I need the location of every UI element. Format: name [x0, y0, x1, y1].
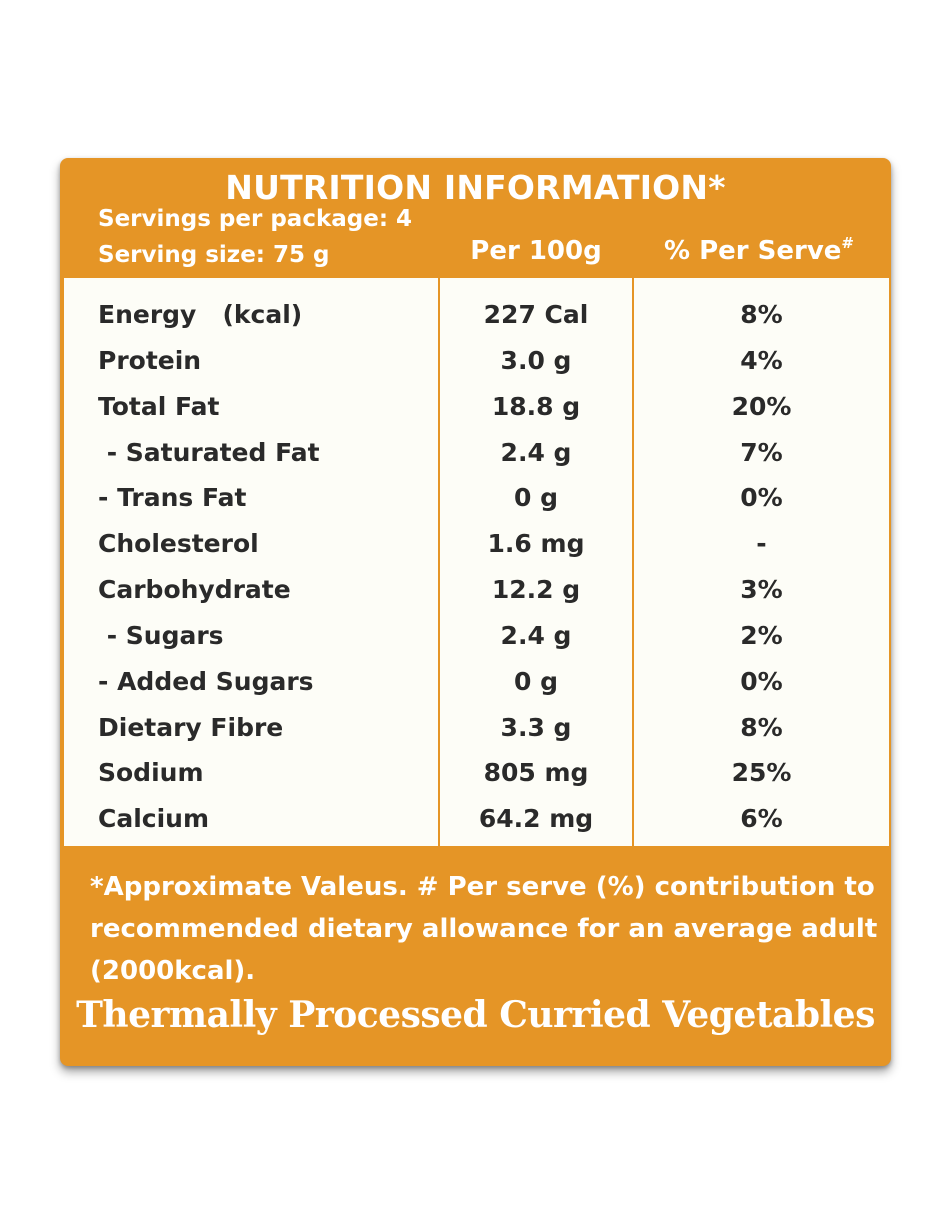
value-per-serve: 6%	[740, 804, 783, 833]
value-per-serve: 0%	[740, 483, 783, 512]
table-row: Protein 3.0 g 4%	[64, 341, 889, 381]
column-divider	[438, 278, 440, 846]
per-serve-mark: #	[841, 234, 854, 252]
value-per-100g: 64.2 mg	[478, 804, 594, 833]
nutrient-name: Cholesterol	[98, 529, 259, 558]
column-header-per-serve: % Per Serve#	[634, 234, 884, 266]
nutrient-name: Dietary Fibre	[98, 713, 284, 742]
value-per-100g: 2.4 g	[500, 621, 572, 650]
nutrient-name: Carbohydrate	[98, 575, 291, 604]
table-row: Calcium 64.2 mg 6%	[64, 799, 889, 839]
value-per-serve: -	[756, 529, 767, 558]
value-per-100g: 3.3 g	[500, 713, 572, 742]
value-per-serve: 0%	[740, 667, 783, 696]
nutrient-name: - Sugars	[98, 621, 224, 650]
table-row: Total Fat 18.8 g 20%	[64, 387, 889, 427]
value-per-100g: 18.8 g	[491, 392, 581, 421]
nutrition-table: Energy (kcal) 227 Cal 8% Protein 3.0 g 4…	[64, 278, 889, 846]
value-per-100g: 3.0 g	[500, 346, 572, 375]
nutrient-name: Calcium	[98, 804, 210, 833]
value-per-serve: 3%	[740, 575, 783, 604]
value-per-100g: 0 g	[514, 667, 558, 696]
value-per-100g: 227 Cal	[483, 300, 589, 329]
product-name: Thermally Processed Curried Vegetables	[76, 994, 875, 1036]
value-per-100g: 1.6 mg	[487, 529, 585, 558]
nutrient-name: Protein	[98, 346, 202, 375]
value-per-100g: 2.4 g	[500, 438, 572, 467]
value-per-serve: 4%	[740, 346, 783, 375]
value-per-serve: 8%	[740, 300, 783, 329]
nutrient-name: Energy (kcal)	[98, 300, 303, 329]
value-per-serve: 8%	[740, 713, 783, 742]
column-header-per-100g: Per 100g	[470, 236, 602, 266]
value-per-100g: 805 mg	[483, 758, 589, 787]
table-row: - Saturated Fat 2.4 g 7%	[64, 433, 889, 473]
table-row: Energy (kcal) 227 Cal 8%	[64, 295, 889, 335]
value-per-100g: 0 g	[514, 483, 558, 512]
value-per-100g: 12.2 g	[491, 575, 581, 604]
table-row: Cholesterol 1.6 mg -	[64, 524, 889, 564]
nutrient-name: - Trans Fat	[98, 483, 247, 512]
servings-per-package: Servings per package: 4	[98, 206, 413, 232]
table-row: - Sugars 2.4 g 2%	[64, 616, 889, 656]
nutrition-label-card: NUTRITION INFORMATION* Servings per pack…	[60, 158, 891, 1066]
value-per-serve: 2%	[740, 621, 783, 650]
column-divider	[632, 278, 634, 846]
table-row: - Added Sugars 0 g 0%	[64, 662, 889, 702]
nutrient-name: Sodium	[98, 758, 204, 787]
footnote: *Approximate Valeus. # Per serve (%) con…	[90, 872, 878, 986]
table-row: Sodium 805 mg 25%	[64, 753, 889, 793]
table-row: Dietary Fibre 3.3 g 8%	[64, 708, 889, 748]
value-per-serve: 25%	[731, 758, 792, 787]
value-per-serve: 20%	[731, 392, 792, 421]
table-row: - Trans Fat 0 g 0%	[64, 478, 889, 518]
nutrient-name: Total Fat	[98, 392, 220, 421]
nutrient-name: - Saturated Fat	[98, 438, 320, 467]
table-row: Carbohydrate 12.2 g 3%	[64, 570, 889, 610]
label-title: NUTRITION INFORMATION*	[225, 168, 726, 207]
nutrient-name: - Added Sugars	[98, 667, 314, 696]
column-header-per-serve-text: % Per Serve	[663, 236, 842, 266]
serving-size: Serving size: 75 g	[98, 242, 330, 268]
value-per-serve: 7%	[740, 438, 783, 467]
